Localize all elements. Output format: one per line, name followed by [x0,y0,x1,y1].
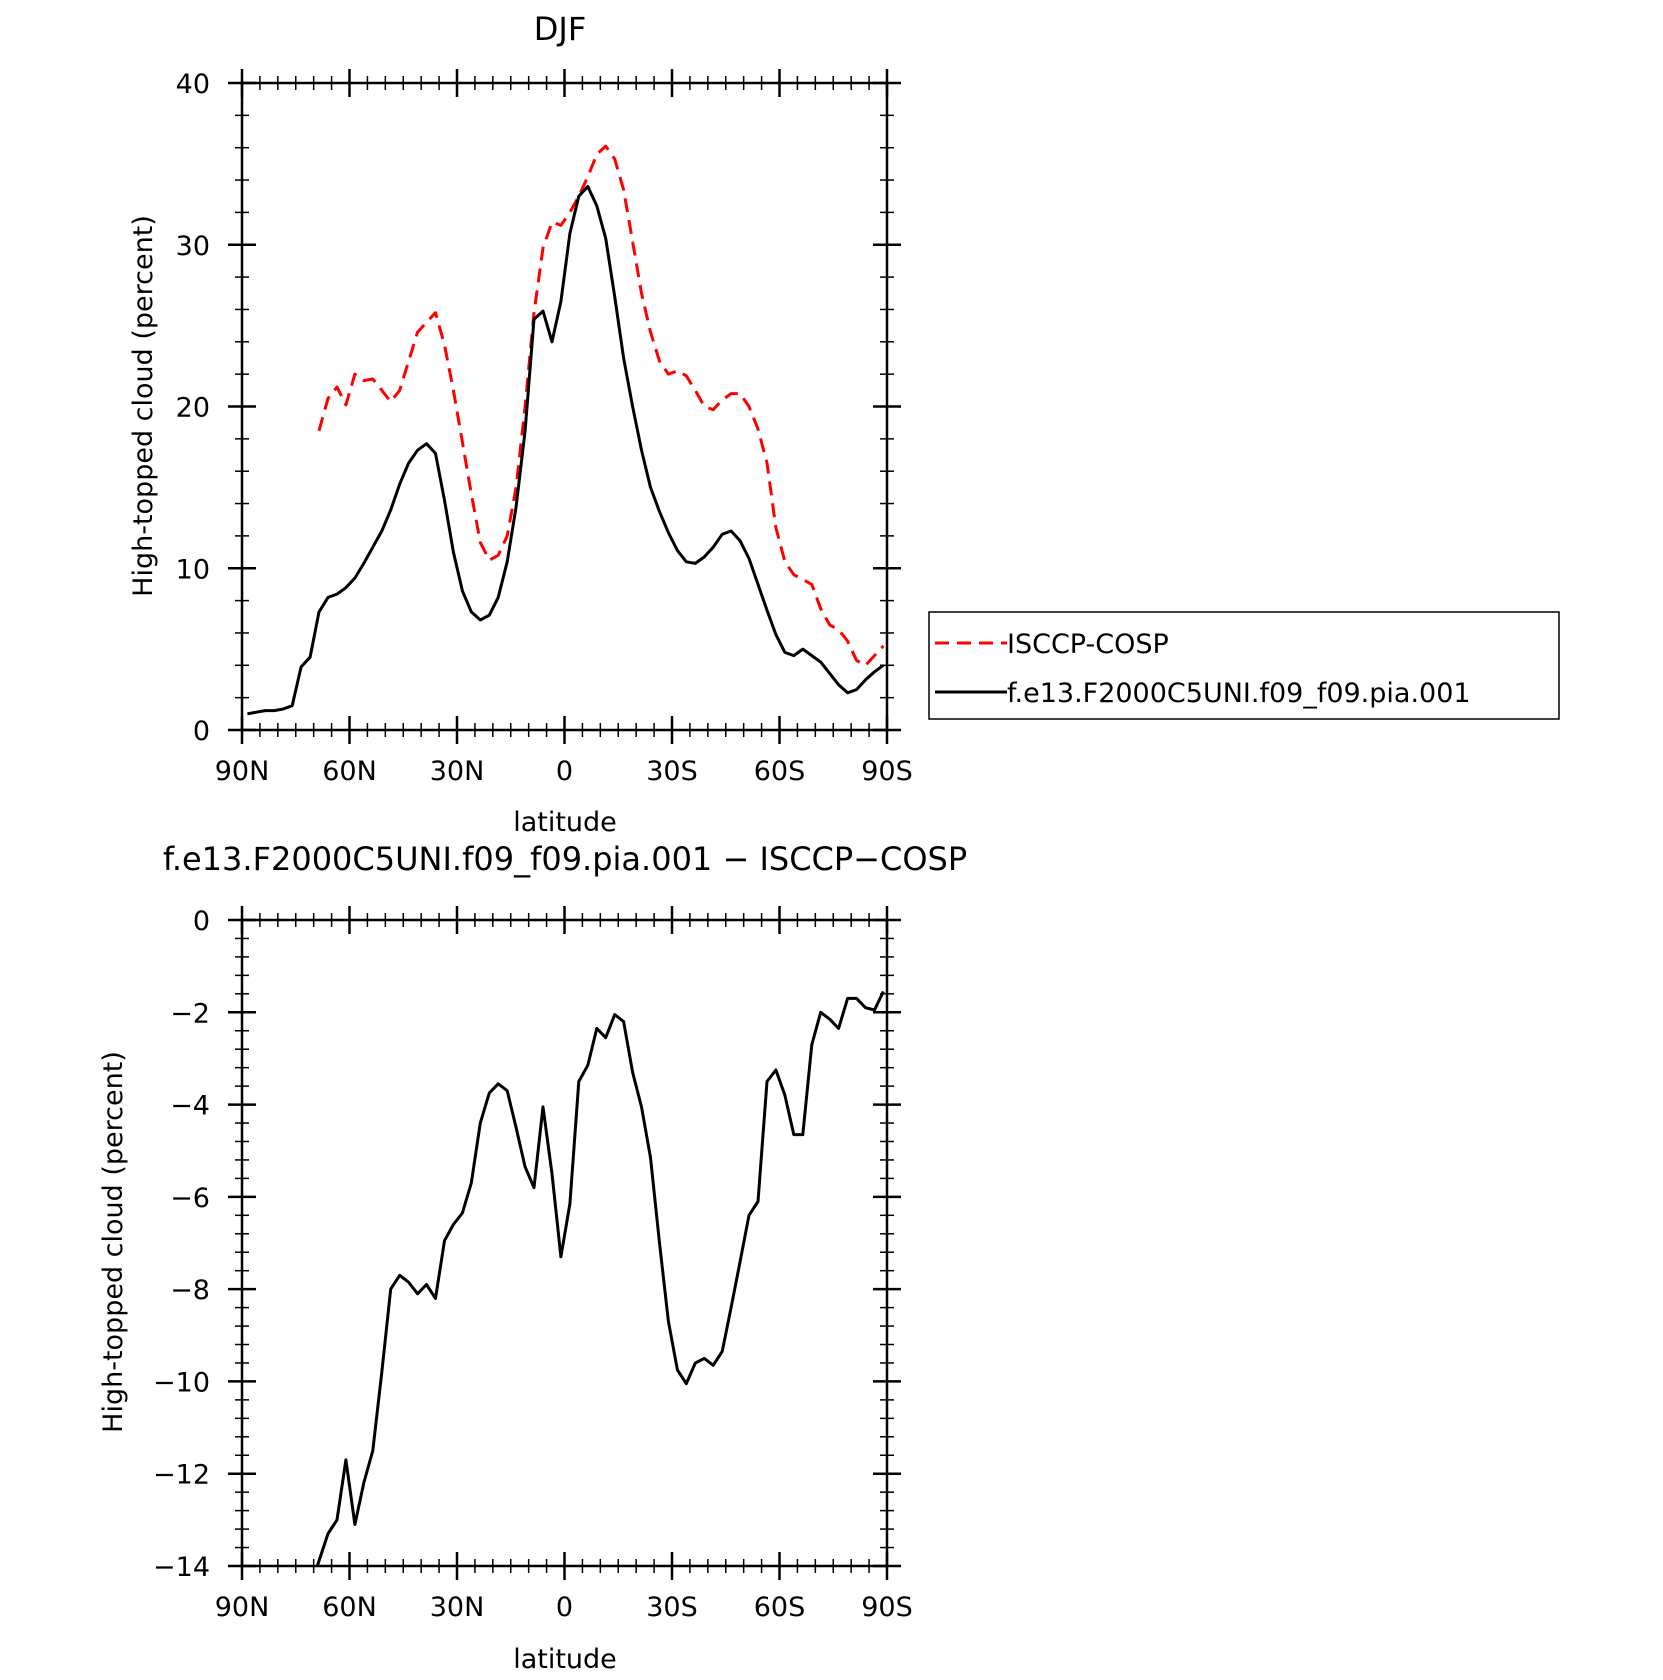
y-tick-label: −12 [153,1460,210,1491]
y-tick-label: −6 [170,1183,210,1214]
top-series-line-1 [247,185,885,716]
top-panel: DJF 0 10 20 30 40 90N 60N 30N 0 30S 60S 90S latitud… [128,10,1560,838]
bottom-series-line-0 [315,990,885,1567]
x-tick-label: 0 [556,1592,573,1623]
y-tick-label: 10 [176,554,210,585]
legend-label-model: f.e13.F2000C5UNI.f09_f09.pia.001 [1007,678,1471,709]
top-x-axis-title: latitude [513,807,617,838]
x-tick-label: 90S [861,756,913,787]
x-tick-label: 60S [754,1592,806,1623]
bottom-plot-frame [240,918,889,1568]
x-tick-label: 90N [215,756,270,787]
top-series-line-0 [317,144,885,667]
y-tick-label: 30 [176,231,210,262]
top-y-axis-title: High-topped cloud (percent) [128,215,159,597]
y-tick-label: 40 [176,69,210,100]
x-tick-label: 30S [646,1592,698,1623]
x-tick-label: 30S [646,756,698,787]
x-tick-label: 30N [430,756,485,787]
x-tick-label: 30N [430,1592,485,1623]
y-tick-label: 0 [193,716,210,747]
top-plot-frame [240,81,889,732]
bottom-y-axis-title: High-topped cloud (percent) [98,1051,129,1433]
legend: ISCCP-COSP f.e13.F2000C5UNI.f09_f09.pia.… [928,611,1560,720]
x-tick-label: 60N [322,1592,377,1623]
bottom-x-axis-title: latitude [513,1644,617,1675]
y-tick-label: −4 [170,1091,210,1122]
x-tick-label: 60S [754,756,806,787]
y-tick-label: −10 [153,1367,210,1398]
x-tick-label: 90S [861,1592,913,1623]
y-tick-label: 20 [176,393,210,424]
y-tick-label: 0 [193,906,210,937]
x-tick-label: 0 [556,756,573,787]
legend-box [928,611,1560,720]
x-tick-label: 60N [322,756,377,787]
bottom-panel: f.e13.F2000C5UNI.f09_f09.pia.001 − ISCCP… [98,840,967,1675]
legend-label-isccp: ISCCP-COSP [1007,629,1169,660]
y-tick-label: −14 [153,1552,210,1583]
y-tick-label: −8 [170,1275,210,1306]
x-tick-label: 90N [215,1592,270,1623]
top-chart-title: DJF [534,10,586,48]
y-tick-label: −2 [170,998,210,1029]
bottom-chart-title: f.e13.F2000C5UNI.f09_f09.pia.001 − ISCCP… [163,840,967,878]
